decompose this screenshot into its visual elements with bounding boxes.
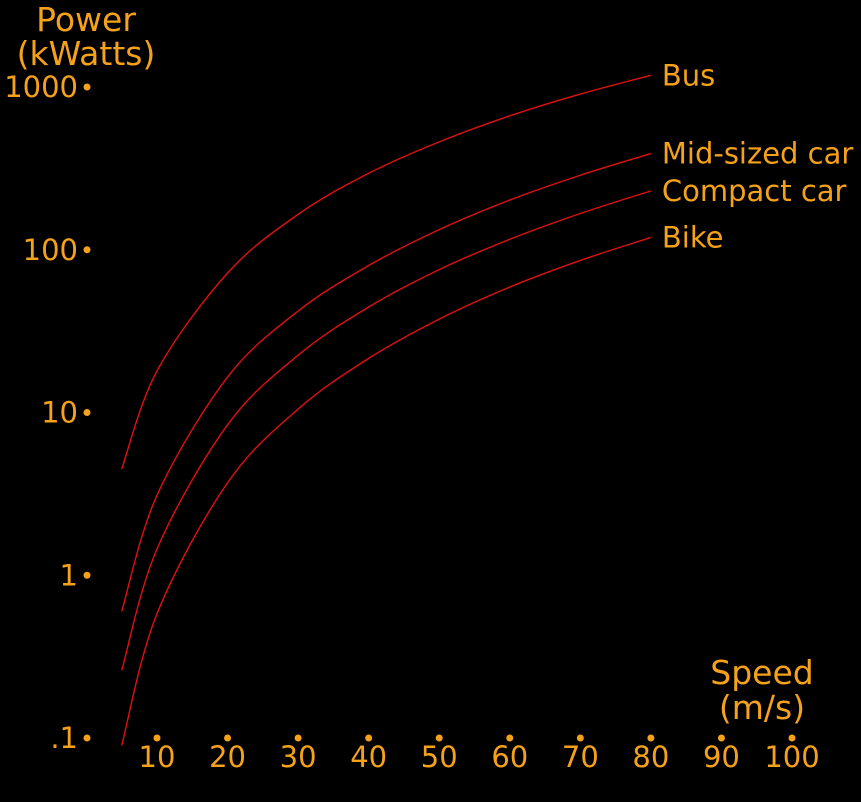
x-axis-title-line-2: (m/s) <box>719 688 805 727</box>
x-tick-mark <box>576 734 584 742</box>
x-tick-mark <box>506 734 514 742</box>
x-tick-mark <box>717 734 725 742</box>
y-tick-mark <box>83 734 91 742</box>
series-label-bus: Bus <box>662 58 715 92</box>
x-axis-title: Speed (m/s) <box>710 653 813 727</box>
y-tick-label: 1000 <box>4 70 78 104</box>
series-label-compact-car: Compact car <box>662 174 847 208</box>
x-tick-label: 40 <box>350 740 387 774</box>
y-tick-mark <box>83 571 91 579</box>
x-axis-title-line-1: Speed <box>710 653 813 692</box>
y-tick-mark <box>83 409 91 416</box>
x-tick-mark <box>647 734 655 742</box>
x-tick-label: 70 <box>562 740 599 774</box>
x-tick-mark <box>153 734 161 742</box>
series-lines <box>121 74 652 746</box>
x-tick-label: 60 <box>491 740 528 774</box>
x-tick-label: 90 <box>703 740 740 774</box>
y-tick-mark <box>83 246 91 254</box>
y-tick-label: .1 <box>50 721 78 755</box>
x-tick-label: 10 <box>139 740 176 774</box>
x-tick-mark <box>788 734 796 742</box>
y-tick-label: 10 <box>41 396 78 430</box>
x-tick-label: 50 <box>421 740 458 774</box>
series-label-mid-sized-car: Mid-sized car <box>662 137 854 171</box>
series-line-bike <box>121 236 652 746</box>
x-tick-label: 30 <box>280 740 317 774</box>
series-line-mid-sized-car <box>121 152 652 612</box>
x-tick-mark <box>294 734 302 742</box>
y-tick-mark <box>83 83 91 91</box>
series-line-compact-car <box>121 190 652 671</box>
x-tick-mark <box>365 734 373 742</box>
series-label-bike: Bike <box>662 220 724 254</box>
y-axis-title: Power (kWatts) <box>17 0 156 73</box>
y-tick-label: 1 <box>60 558 78 592</box>
x-tick-mark <box>435 734 443 742</box>
y-axis-title-line-2: (kWatts) <box>17 34 156 73</box>
y-tick-label: 100 <box>23 233 78 267</box>
x-tick-label: 20 <box>209 740 246 774</box>
x-tick-label: 100 <box>764 740 819 774</box>
x-tick-mark <box>224 734 232 742</box>
y-axis-ticks: .1 1 10 100 1000 <box>4 70 91 755</box>
x-axis-ticks: 10 20 30 40 50 60 70 80 90 100 <box>139 734 820 774</box>
x-tick-label: 80 <box>632 740 669 774</box>
series-line-bus <box>121 74 652 470</box>
y-axis-title-line-1: Power <box>36 0 136 39</box>
